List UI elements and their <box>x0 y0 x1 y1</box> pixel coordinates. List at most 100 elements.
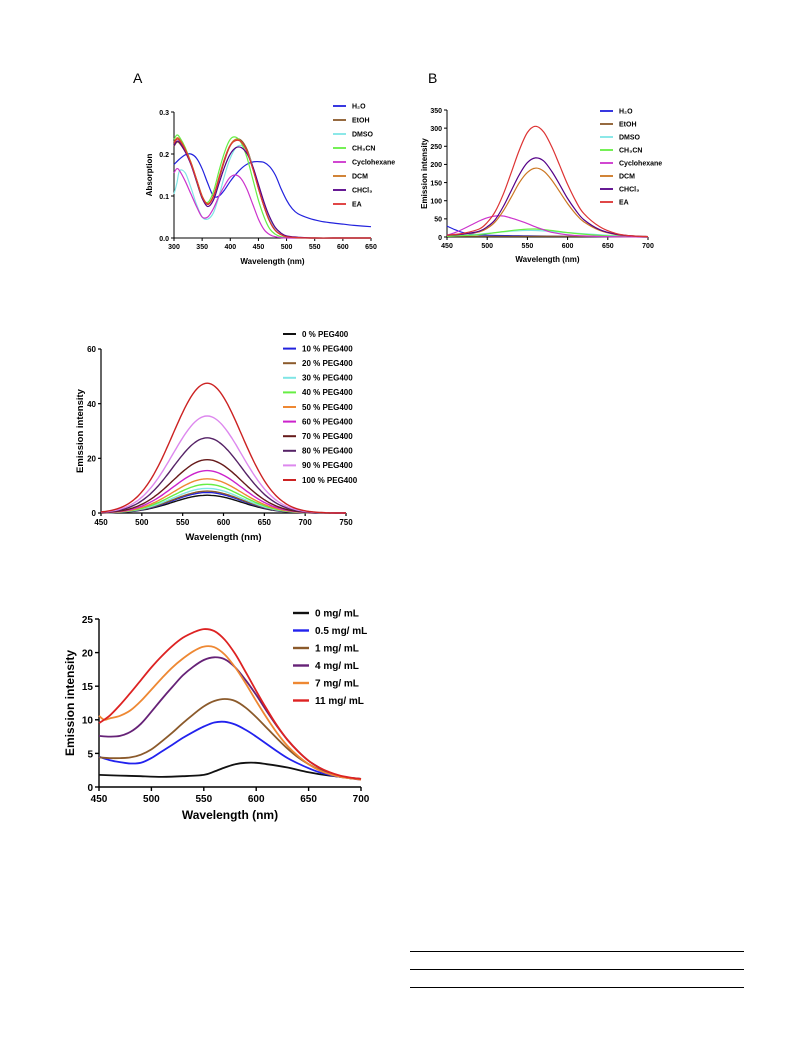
legend-label-etoh: EtOH <box>352 117 370 124</box>
series-line-100-peg400 <box>100 382 347 514</box>
legend-label-4-mg-ml: 4 mg/ mL <box>315 661 359 672</box>
table-rule-middle <box>410 969 744 970</box>
legend-label-chcl3: CHCl₃ <box>352 187 372 194</box>
y-tick-label: 200 <box>430 162 442 169</box>
x-tick-label: 500 <box>143 794 160 805</box>
y-tick-label: 350 <box>430 108 442 115</box>
legend-label-60-peg400: 60 % PEG400 <box>302 417 353 426</box>
panel-label-a: A <box>133 70 143 86</box>
series-line-cyclohexane <box>446 215 649 238</box>
legend-label-1-mg-ml: 1 mg/ mL <box>315 644 359 655</box>
legend-label-20-peg400: 20 % PEG400 <box>302 359 353 368</box>
series-line-ch3cn <box>446 228 649 238</box>
y-tick-label: 100 <box>430 199 442 206</box>
y-axis-label: Absorption <box>145 154 154 197</box>
y-tick-label: 25 <box>82 615 94 626</box>
legend-label-h2o: H₂O <box>352 103 366 110</box>
y-tick-label: 300 <box>430 126 442 133</box>
x-tick-label: 600 <box>217 518 231 527</box>
x-tick-label: 650 <box>365 244 377 251</box>
legend-label-7-mg-ml: 7 mg/ mL <box>315 679 359 690</box>
legend-label-dcm: DCM <box>619 173 635 180</box>
y-tick-label: 15 <box>82 682 94 693</box>
y-tick-label: 0.3 <box>159 110 169 117</box>
series-line-h2o <box>173 153 372 228</box>
y-tick-label: 0.1 <box>159 194 169 201</box>
y-axis-label: Emission intensity <box>420 138 429 209</box>
y-tick-label: 20 <box>82 648 94 659</box>
x-tick-label: 550 <box>195 794 212 805</box>
y-tick-label: 250 <box>430 144 442 151</box>
y-tick-label: 0 <box>92 509 97 518</box>
legend-label-0-mg-ml: 0 mg/ mL <box>315 609 359 620</box>
y-tick-label: 150 <box>430 180 442 187</box>
chart-a-absorption: 300 350 400 450 500 550 600 650 0.0 0.1 0.2 0.3 Wave… <box>145 103 395 266</box>
series-line-11-mg-ml <box>98 628 362 780</box>
series-line-cyclohexane <box>173 167 371 239</box>
x-tick-label: 350 <box>196 244 208 251</box>
legend-label-dcm: DCM <box>352 173 368 180</box>
x-tick-label: 450 <box>441 243 453 250</box>
series-line-0-mg-ml <box>98 761 362 780</box>
legend-label-40-peg400: 40 % PEG400 <box>302 388 353 397</box>
panel-label-b: B <box>428 70 438 86</box>
x-axis-label: Wavelength (nm) <box>240 257 304 266</box>
series-line-7-mg-ml <box>98 645 362 781</box>
x-axis-label: Wavelength (nm) <box>182 808 278 822</box>
chart-b-solvent-emission: 450 500 550 600 650 700 0 50 100 150 200 250 300 350 W… <box>420 108 662 264</box>
x-tick-label: 750 <box>339 518 353 527</box>
x-tick-label: 550 <box>309 244 321 251</box>
table-rule-top <box>410 951 744 952</box>
legend-label-11-mg-ml: 11 mg/ mL <box>315 696 364 707</box>
chart-d-concentration-emission: 450 500 550 600 650 700 0 5 10 15 20 25 Wavelength (… <box>63 609 370 823</box>
table-rule-bottom <box>410 987 744 988</box>
legend-label-ch3cn: CH₃CN <box>619 147 642 154</box>
x-axis-label: Wavelength (nm) <box>185 532 261 543</box>
x-axis-label: Wavelength (nm) <box>515 255 579 264</box>
x-tick-label: 650 <box>602 243 614 250</box>
x-tick-label: 550 <box>522 243 534 250</box>
y-tick-label: 5 <box>87 749 93 760</box>
x-tick-label: 500 <box>135 518 149 527</box>
legend-label-ea: EA <box>352 201 362 208</box>
x-tick-label: 500 <box>281 244 293 251</box>
legend-label-30-peg400: 30 % PEG400 <box>302 374 353 383</box>
series-line-dcm <box>446 167 649 238</box>
x-tick-label: 450 <box>91 794 108 805</box>
series-line-0-5-mg-ml <box>98 720 362 780</box>
chart-c-peg400-emission: 450 500 550 600 650 700 750 0 20 40 60 Wavelength (… <box>75 330 358 543</box>
series-line-ea <box>446 125 649 238</box>
y-tick-label: 50 <box>434 217 442 224</box>
legend-label-100-peg400: 100 % PEG400 <box>302 476 358 485</box>
series-line-chcl3 <box>446 157 649 238</box>
legend-label-dmso: DMSO <box>619 134 641 141</box>
y-axis-label: Emission intensity <box>63 650 77 756</box>
legend-label-dmso: DMSO <box>352 131 374 138</box>
series-line-4-mg-ml <box>98 656 362 781</box>
y-tick-label: 0.0 <box>159 236 169 243</box>
y-tick-label: 60 <box>87 345 96 354</box>
series-line-1-mg-ml <box>98 698 362 780</box>
x-tick-label: 550 <box>176 518 190 527</box>
legend-label-cyclohexane: Cyclohexane <box>352 159 395 166</box>
x-tick-label: 500 <box>481 243 493 250</box>
x-tick-label: 450 <box>253 244 265 251</box>
x-tick-label: 650 <box>258 518 272 527</box>
y-tick-label: 0 <box>87 783 93 794</box>
legend-label-90-peg400: 90 % PEG400 <box>302 461 353 470</box>
x-tick-label: 600 <box>337 244 349 251</box>
legend-label-h2o: H₂O <box>619 108 633 115</box>
x-tick-label: 300 <box>168 244 180 251</box>
legend-label-10-peg400: 10 % PEG400 <box>302 344 353 353</box>
legend-label-70-peg400: 70 % PEG400 <box>302 432 353 441</box>
x-tick-label: 700 <box>353 794 370 805</box>
legend-label-50-peg400: 50 % PEG400 <box>302 403 353 412</box>
y-tick-label: 0 <box>438 235 442 242</box>
y-tick-label: 20 <box>87 454 96 463</box>
legend-label-ea: EA <box>619 199 629 206</box>
x-tick-label: 600 <box>248 794 265 805</box>
x-tick-label: 700 <box>642 243 654 250</box>
y-tick-label: 40 <box>87 400 96 409</box>
legend-label-chcl3: CHCl₃ <box>619 186 639 193</box>
y-axis-label: Emission intensity <box>75 388 86 473</box>
